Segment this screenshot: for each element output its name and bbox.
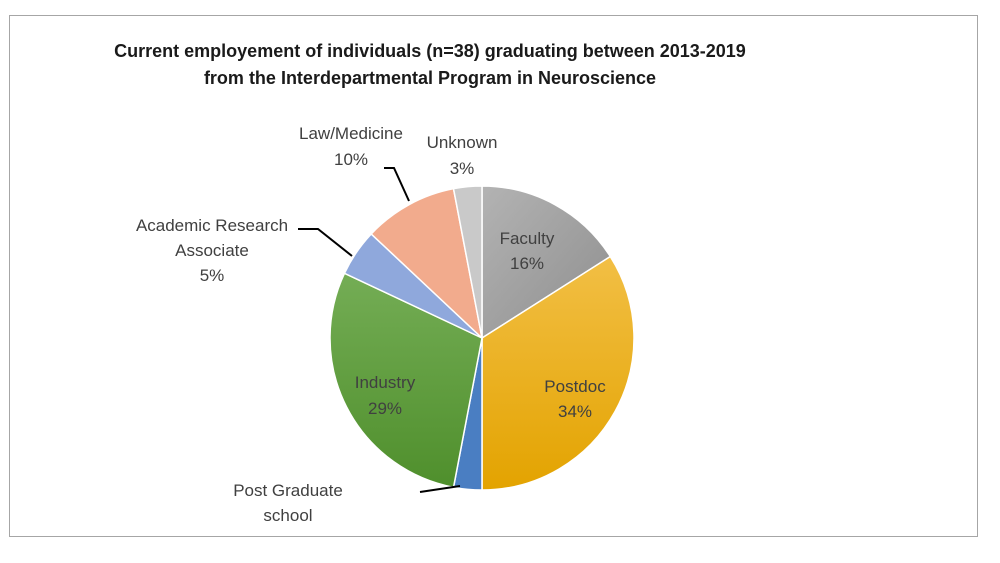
label-industry-name: Industry (355, 373, 416, 392)
label-postdoc-value: 34% (558, 402, 592, 421)
pie-slice-unknown (452, 185, 483, 339)
label-academic-line-2: Associate (175, 241, 249, 260)
leader-line-law-medicine (384, 167, 410, 202)
label-post-graduate-line-2: school (263, 506, 312, 525)
label-law-medicine-value: 10% (334, 150, 368, 169)
label-faculty-name: Faculty (500, 229, 555, 248)
chart-title-line-1: Current employement of individuals (n=38… (114, 41, 746, 61)
pie-slice-industry (329, 272, 483, 489)
label-law-medicine-name: Law/Medicine (299, 124, 403, 143)
label-unknown-name: Unknown (427, 133, 498, 152)
label-post-graduate-line-1: Post Graduate (233, 481, 343, 500)
pie-slice-postdoc (481, 255, 635, 491)
label-industry-value: 29% (368, 399, 402, 418)
label-faculty-value: 16% (510, 254, 544, 273)
leader-line-post-graduate (419, 485, 461, 493)
label-postdoc-name: Postdoc (544, 377, 606, 396)
pie-slice-faculty (481, 185, 612, 340)
chart-title-line-2: from the Interdepartmental Program in Ne… (204, 68, 656, 88)
leader-line-academic (298, 228, 353, 257)
pie-slice-law-medicine (370, 187, 484, 341)
pie-slices (329, 185, 635, 491)
label-academic-value: 5% (200, 266, 225, 285)
label-unknown-value: 3% (450, 159, 475, 178)
label-academic-line-1: Academic Research (136, 216, 288, 235)
